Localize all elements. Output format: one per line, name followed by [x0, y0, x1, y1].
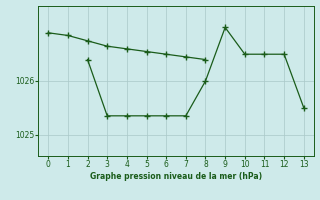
X-axis label: Graphe pression niveau de la mer (hPa): Graphe pression niveau de la mer (hPa)	[90, 172, 262, 181]
